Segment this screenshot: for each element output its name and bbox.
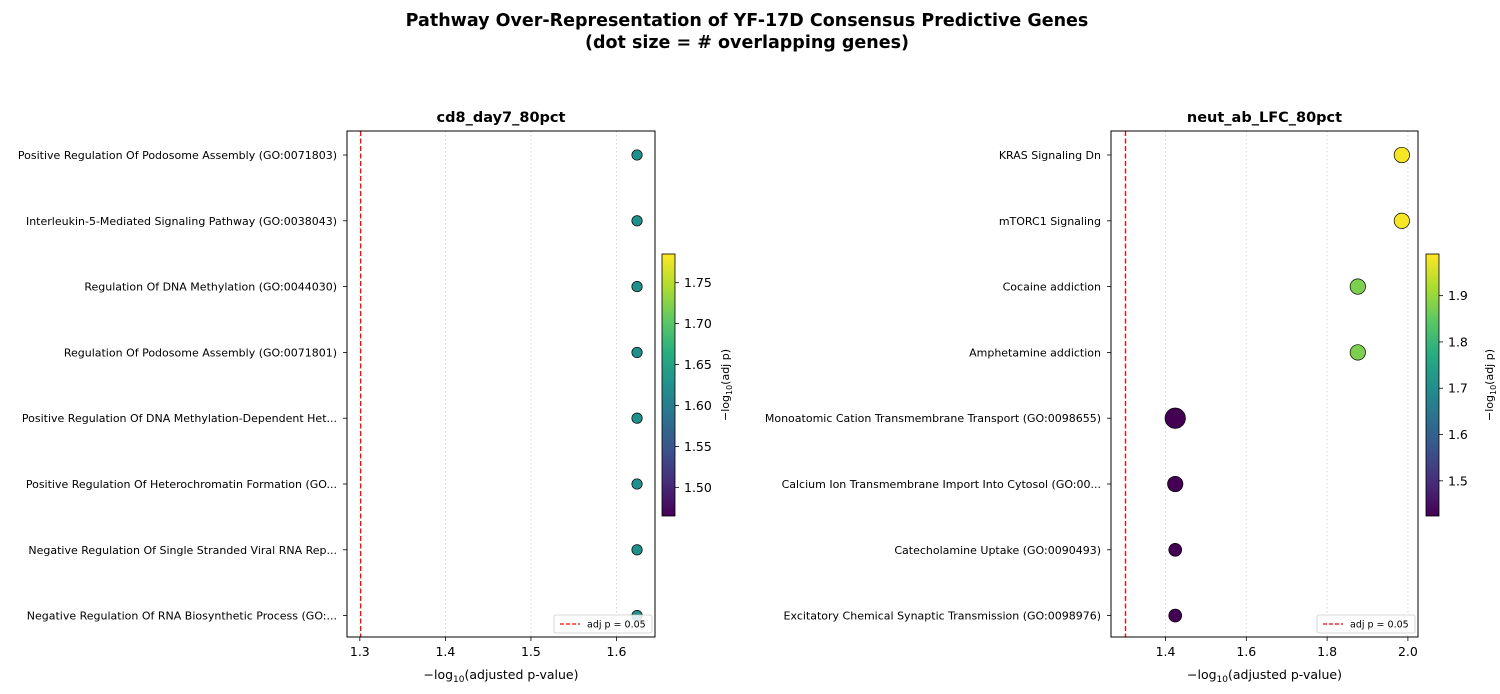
x-axis-label-suffix: (adjusted p-value) [1228,667,1342,682]
category-label: Calcium Ion Transmembrane Import Into Cy… [782,478,1101,491]
data-point [631,215,643,227]
figure-title-line1: Pathway Over-Representation of YF-17D Co… [405,11,1089,31]
colorbar-label: −log10(adj p) [1483,349,1498,421]
figure-title-line2: (dot size = # overlapping genes) [584,33,910,53]
data-point [631,149,643,161]
data-point [631,544,643,556]
category-label: Regulation Of DNA Methylation (GO:004403… [84,281,337,294]
legend-box [1316,614,1416,634]
data-point [1167,475,1184,493]
colorbar-label-suffix: (adj p) [1483,349,1496,385]
category-label: Catecholamine Uptake (GO:0090493) [894,544,1101,557]
colorbar-tick-label: 1.7 [1448,381,1468,396]
colorbar [1426,254,1439,516]
colorbar-tick-label: 1.60 [684,398,712,413]
colorbar-tick-label: 1.5 [1448,473,1468,488]
data-point [1393,146,1410,164]
colorbar-tick-label: 1.9 [1448,288,1468,303]
data-point [631,412,643,424]
x-tick-label: 1.3 [350,644,370,659]
data-point [631,281,643,293]
colorbar-label-sub: 10 [725,385,734,395]
colorbar-frame [1425,253,1440,517]
legend-label: adj p = 0.05 [1350,620,1409,631]
panel-title: neut_ab_LFC_80pct [1187,110,1342,126]
category-label: Positive Regulation Of DNA Methylation-D… [22,412,337,425]
x-tick-label: 2.0 [1398,644,1418,659]
colorbar [662,254,675,516]
x-tick-label: 1.8 [1317,644,1337,659]
category-label: Positive Regulation Of Podosome Assembly… [18,149,337,162]
category-label: KRAS Signaling Dn [999,149,1101,162]
colorbar-tick-label: 1.6 [1448,427,1468,442]
x-tick-label: 1.6 [607,644,627,659]
figure-title: Pathway Over-Representation of YF-17D Co… [0,10,1494,54]
category-label: Excitatory Chemical Synaptic Transmissio… [784,610,1101,623]
colorbar-tick-label: 1.8 [1448,334,1468,349]
x-axis-label-prefix: −log [424,667,454,682]
data-point [1168,542,1183,557]
axes-frame [346,130,656,638]
colorbar-tick-label: 1.55 [684,439,712,454]
x-axis-label-suffix: (adjusted p-value) [464,667,578,682]
colorbar-label-suffix: (adj p) [719,349,732,385]
axes-frame [1110,130,1419,638]
x-tick-label: 1.6 [1236,644,1256,659]
colorbar-tick-label: 1.65 [684,357,712,372]
category-label: mTORC1 Signaling [999,215,1101,228]
x-axis-label: −log10(adjusted p-value) [424,667,579,685]
colorbar-label-sub: 10 [1489,385,1498,395]
x-tick-label: 1.4 [435,644,455,659]
colorbar-label-prefix: −log [719,395,732,421]
category-label: Amphetamine addiction [969,346,1101,359]
category-label: Cocaine addiction [1003,281,1101,294]
x-axis-label: −log10(adjusted p-value) [1187,667,1342,685]
legend-box [553,614,653,634]
colorbar-tick-label: 1.75 [684,275,712,290]
data-point [631,346,643,358]
colorbar-tick-label: 1.50 [684,480,712,495]
colorbar-tick-label: 1.70 [684,316,712,331]
category-label: Negative Regulation Of Single Stranded V… [28,544,337,557]
data-point [631,478,643,490]
x-axis-label-sub: 10 [1217,675,1229,685]
panel-1: cd8_day7_80pct Positive Regulation Of Pod… [18,110,734,685]
data-point [1349,278,1366,295]
data-point [1168,608,1183,623]
x-axis-label-prefix: −log [1187,667,1217,682]
x-tick-label: 1.5 [521,644,541,659]
data-point [1164,407,1186,429]
panel-title: cd8_day7_80pct [437,110,566,126]
category-label: Interleukin-5-Mediated Signaling Pathway… [26,215,337,228]
colorbar-frame [661,253,676,517]
x-tick-label: 1.4 [1156,644,1176,659]
category-label: Positive Regulation Of Heterochromatin F… [26,478,337,491]
x-axis-label-sub: 10 [453,675,465,685]
data-point [1349,344,1366,361]
category-label: Negative Regulation Of RNA Biosynthetic … [27,610,337,623]
colorbar-label-prefix: −log [1483,395,1496,421]
panel-2: neut_ab_LFC_80pct KRAS Signaling Dn mTORC1… [765,110,1498,685]
category-label: Monoatomic Cation Transmembrane Transpor… [765,412,1101,425]
category-label: Regulation Of Podosome Assembly (GO:0071… [64,346,337,359]
colorbar-label: −log10(adj p) [719,349,734,421]
data-point [1393,212,1410,229]
legend-label: adj p = 0.05 [587,620,646,631]
